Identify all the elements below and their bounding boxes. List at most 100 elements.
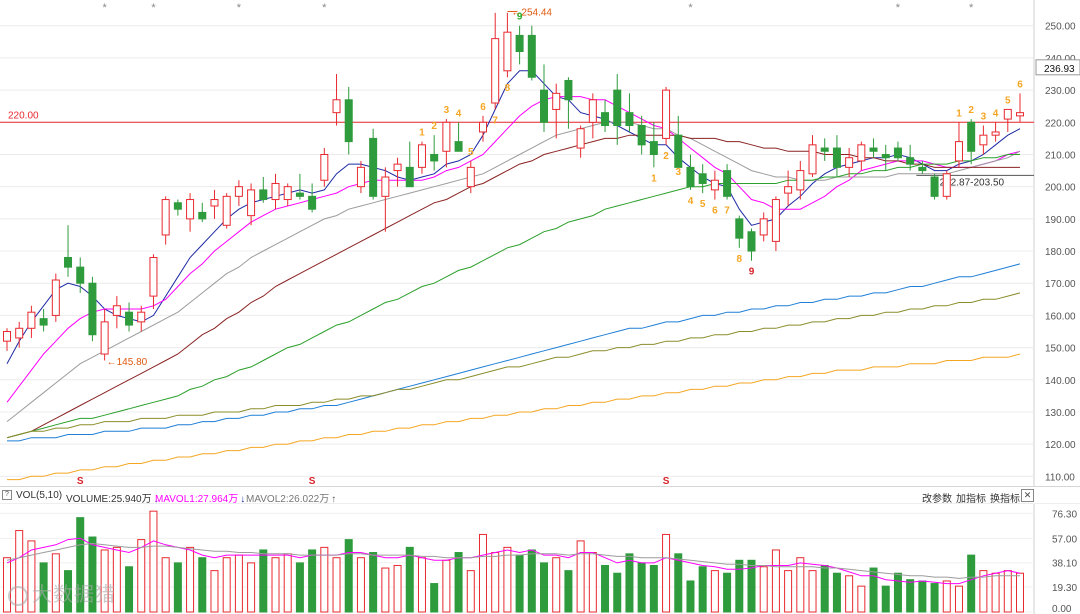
candle-body	[637, 125, 646, 146]
volume-bar	[149, 510, 158, 613]
candle	[686, 154, 695, 190]
volume-bar	[1003, 570, 1012, 613]
candle	[283, 183, 292, 206]
candle-body	[540, 89, 549, 123]
volume-bar	[247, 562, 256, 613]
candle-body	[1016, 112, 1024, 117]
add-indicator-button[interactable]: 加指标	[956, 494, 986, 505]
candle	[832, 135, 841, 178]
volume-chart[interactable]: 76.30 57.00 38.10 19.30 0.00	[0, 504, 1080, 614]
mavol1-readout: MAVOL1:27.964万 ↓	[155, 494, 246, 505]
candle	[320, 148, 329, 187]
volume-bar	[222, 557, 231, 613]
candle	[759, 212, 768, 242]
td-count-label: 1	[956, 108, 962, 119]
candle-body	[186, 199, 195, 220]
candle	[540, 64, 549, 132]
candle-body	[869, 147, 878, 152]
candle	[161, 196, 170, 245]
candlestick-chart[interactable]: 250.00240.00230.00220.00210.00200.00190.…	[0, 0, 1080, 486]
candle-body	[137, 311, 146, 323]
td-count-label: 5	[1005, 95, 1011, 106]
ma-line-2	[6, 96, 1021, 403]
candle-body	[466, 166, 475, 188]
volume-readout: VOLUME:25.940万 ↓	[66, 494, 159, 505]
volume-bar	[954, 585, 963, 613]
event-marker: *	[102, 2, 107, 14]
volume-bar	[845, 575, 854, 613]
candle	[942, 170, 951, 200]
candle	[173, 199, 182, 216]
volume-bar	[881, 585, 890, 613]
candle-body	[942, 173, 951, 197]
candle-body	[295, 192, 304, 197]
volume-bar	[369, 552, 378, 613]
volume-bar	[564, 570, 573, 613]
candle	[784, 170, 793, 206]
volume-bar	[39, 562, 48, 613]
candle-body	[564, 79, 573, 101]
event-marker: *	[688, 2, 693, 14]
volume-bar	[271, 557, 280, 613]
candle	[576, 125, 585, 158]
volume-bar	[857, 585, 866, 613]
candle-body	[820, 147, 829, 152]
candle-body	[954, 141, 963, 162]
candle-body	[515, 34, 524, 52]
candle-body	[649, 141, 658, 155]
ma-line-3	[6, 121, 1021, 422]
y-tick-label: 210.00	[1045, 150, 1076, 161]
candle-body	[674, 134, 683, 168]
logo-icon	[8, 585, 28, 606]
candle-body	[210, 199, 219, 207]
volume-indicator-header: ? VOL(5,10) VOLUME:25.940万 ↓ MAVOL1:27.96…	[0, 486, 1080, 505]
volume-bar	[210, 570, 219, 613]
candle-body	[710, 179, 719, 191]
volume-bar	[100, 549, 109, 613]
candle-body	[344, 99, 353, 143]
edit-params-button[interactable]: 改参数	[922, 494, 952, 505]
candle-body	[759, 218, 768, 236]
volume-bar	[625, 553, 634, 613]
td-count-label: 8	[505, 83, 511, 94]
candle	[222, 193, 231, 229]
td-count-label: 9	[749, 267, 755, 278]
candle	[112, 296, 121, 329]
candle-body	[405, 166, 414, 188]
volume-bar	[161, 557, 170, 613]
candle	[954, 122, 963, 168]
volume-bar	[1016, 572, 1024, 613]
volume-bar	[527, 549, 536, 613]
expand-toggle[interactable]: ?	[2, 490, 12, 500]
switch-indicator-button[interactable]: 换指标	[990, 494, 1020, 505]
candle-body	[698, 173, 707, 184]
high-price-label: ←254.44	[511, 7, 552, 18]
volume-bar	[808, 570, 817, 613]
td-count-label: 7	[724, 206, 730, 217]
volume-bar	[295, 562, 304, 613]
candle-body	[796, 170, 805, 191]
candle-body	[576, 128, 585, 149]
candle	[527, 25, 536, 81]
volume-bar	[967, 554, 976, 613]
volume-bar	[649, 564, 658, 613]
candle-body	[893, 147, 902, 159]
candle-body	[149, 256, 158, 297]
volume-bar	[27, 540, 36, 613]
candle-body	[51, 279, 60, 316]
candle-body	[686, 166, 695, 188]
candle	[3, 328, 11, 351]
close-icon[interactable]: ✕	[1021, 489, 1034, 502]
td-count-label: 3	[981, 112, 987, 123]
candle	[247, 183, 256, 226]
candle	[918, 160, 927, 174]
candle-body	[381, 176, 390, 197]
ma-line-8	[7, 353, 1021, 481]
volume-bar	[76, 517, 85, 613]
candle-body	[112, 305, 121, 316]
mavol2-line	[6, 542, 1020, 579]
volume-bar	[637, 562, 646, 613]
candle-body	[625, 112, 634, 127]
volume-bar	[15, 530, 24, 613]
candle-body	[369, 137, 378, 197]
